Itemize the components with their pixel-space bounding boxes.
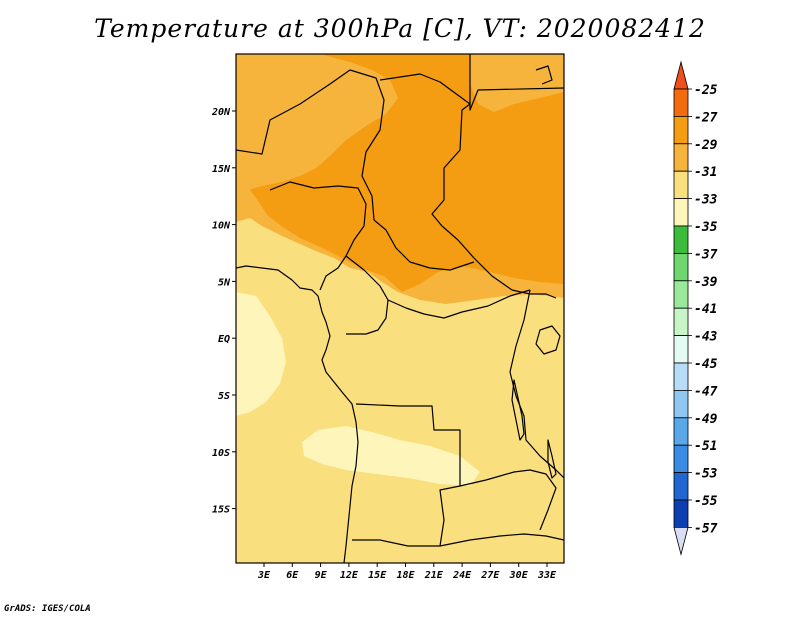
colorbar-label: -29: [694, 138, 718, 153]
colorbar-label: -55: [694, 494, 718, 509]
coastline-and-borders: [236, 54, 564, 563]
lat-tick-label: 10S: [212, 448, 230, 459]
lat-tick-label: 20N: [211, 107, 231, 118]
colorbar-label: -35: [694, 220, 718, 235]
colorbar-label: -57: [694, 521, 718, 536]
lon-tick-label: 3E: [257, 570, 271, 581]
lake-victoria-outline: [535, 325, 561, 355]
colorbar-segment: [673, 116, 689, 145]
lon-tick-label: 24E: [452, 570, 472, 581]
colorbar-label: -33: [694, 193, 718, 208]
lake-tanganyika-outline: [511, 379, 525, 441]
colorbar-label: -45: [694, 357, 718, 372]
colorbar-segment: [673, 252, 689, 282]
colorbar-segment: [673, 417, 689, 446]
lon-tick-label: 12E: [340, 570, 359, 581]
lon-tick-label: 21E: [424, 570, 444, 581]
colorbar-segment: [673, 307, 689, 337]
field-band-33-35-south: [302, 426, 480, 486]
lon-tick-label: 18E: [396, 570, 415, 581]
colorbar-segment: [673, 499, 689, 528]
colorbar-segment: [673, 389, 689, 419]
colorbar-label: -39: [694, 275, 718, 290]
temperature-field: [236, 54, 564, 563]
grads-credit: GrADS: IGES/COLA: [4, 604, 91, 614]
colorbar-label: -37: [694, 247, 718, 262]
field-band-33-35-west: [236, 292, 286, 416]
colorbar-label: -47: [694, 384, 718, 399]
colorbar-label: -49: [694, 412, 718, 427]
lat-tick-label: 15S: [212, 505, 230, 516]
border-angola: [352, 403, 461, 547]
lat-tick-label: 10N: [212, 221, 231, 232]
lake-malawi-outline: [547, 439, 557, 479]
border-chad-sudan: [379, 73, 557, 299]
colorbar-segment: [673, 444, 689, 474]
border-zambia: [459, 469, 557, 531]
colorbar-label: -41: [694, 302, 717, 317]
latitude-axis: 20N 15N 10N 5N EQ 5S 10S 15S: [211, 107, 236, 516]
colorbar-label: -53: [694, 467, 718, 482]
colorbar-segment: [673, 472, 689, 501]
colorbar-segment: [673, 362, 689, 391]
colorbar-label: -25: [694, 83, 718, 98]
colorbar-label: -27: [694, 110, 718, 125]
longitude-axis: 3E 6E 9E 12E 15E 18E 21E 24E 27E 30E 33E: [257, 563, 557, 581]
lon-tick-label: 15E: [368, 570, 387, 581]
colorbar-segment: [673, 225, 689, 254]
field-band-31-33: [236, 218, 564, 563]
colorbar-segment: [673, 88, 689, 117]
colorbar-segment: [673, 198, 689, 227]
lon-tick-label: 9E: [315, 570, 328, 581]
map-frame: [235, 53, 565, 564]
colorbar: -25 -27 -29 -31 -33 -35 -37 -39 -41 -43 -45 -47 -49 -…: [673, 60, 718, 556]
colorbar-segment: [673, 335, 689, 364]
lon-tick-label: 33E: [537, 570, 557, 581]
lat-tick-label: 15N: [212, 164, 231, 175]
field-band-29-31-north-west: [236, 54, 398, 192]
lon-tick-label: 30E: [509, 570, 529, 581]
border-nigeria: [269, 181, 367, 291]
lon-tick-label: 6E: [286, 570, 299, 581]
colorbar-top-arrow: [673, 60, 689, 90]
lat-tick-label: 5N: [218, 277, 231, 288]
border-sudan-east: [469, 54, 564, 111]
chart-title: Temperature at 300hPa [C], VT: 202008241…: [94, 14, 706, 43]
colorbar-label: -51: [694, 439, 717, 454]
map-panel: 20N 15N 10N 5N EQ 5S 10S 15S 3E 6E 9E 12E 15E 18E 21E…: [211, 53, 565, 581]
border-southern-africa: [439, 533, 564, 547]
colorbar-segment: [673, 280, 689, 309]
border-west-africa-north: [236, 69, 385, 221]
border-cameroon: [345, 255, 389, 335]
red-sea-coast: [535, 65, 553, 85]
colorbar-label: -31: [694, 165, 717, 180]
colorbar-label: -43: [694, 330, 718, 345]
border-congo: [387, 289, 531, 319]
border-central-african-republic: [373, 219, 475, 271]
gulf-of-guinea-coastline: [236, 265, 359, 563]
lat-tick-label: EQ: [218, 334, 230, 345]
colorbar-segment: [673, 170, 689, 199]
colorbar-segment: [673, 143, 689, 172]
colorbar-bottom-arrow: [673, 527, 689, 556]
lon-tick-label: 27E: [480, 570, 500, 581]
lat-tick-label: 5S: [218, 391, 230, 402]
